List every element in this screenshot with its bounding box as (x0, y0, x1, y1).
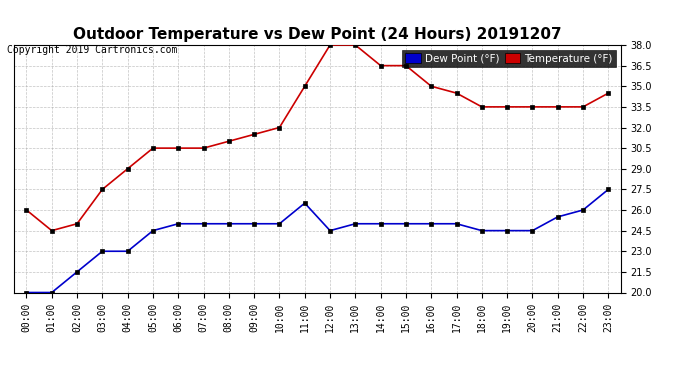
Text: Copyright 2019 Cartronics.com: Copyright 2019 Cartronics.com (7, 45, 177, 55)
Title: Outdoor Temperature vs Dew Point (24 Hours) 20191207: Outdoor Temperature vs Dew Point (24 Hou… (73, 27, 562, 42)
Legend: Dew Point (°F), Temperature (°F): Dew Point (°F), Temperature (°F) (402, 50, 615, 67)
